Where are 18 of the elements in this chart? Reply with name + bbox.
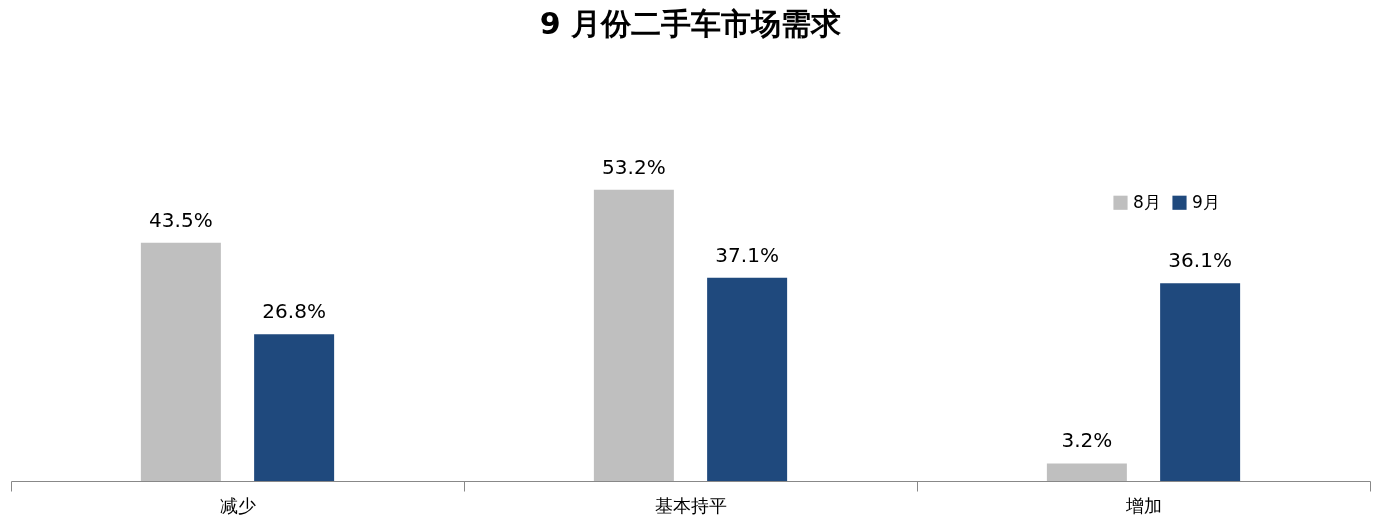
data-label: 43.5% xyxy=(149,207,213,232)
bar xyxy=(1046,463,1127,481)
data-label: 26.8% xyxy=(262,299,326,324)
bar xyxy=(254,334,335,481)
data-label: 36.1% xyxy=(1168,248,1232,273)
bar xyxy=(140,242,221,481)
bar xyxy=(1160,283,1241,481)
data-label: 53.2% xyxy=(602,154,666,179)
data-label: 37.1% xyxy=(715,242,779,267)
chart-title: 9 月份二手车市场需求 xyxy=(539,6,842,41)
bar xyxy=(593,189,674,481)
bar xyxy=(707,277,788,481)
legend-label: 9月 xyxy=(1192,191,1220,212)
x-tick-label: 基本持平 xyxy=(655,494,727,516)
x-tick-label: 减少 xyxy=(220,494,256,516)
x-tick-label: 增加 xyxy=(1125,494,1162,516)
data-label: 3.2% xyxy=(1061,428,1113,453)
legend-label: 8月 xyxy=(1133,191,1161,212)
